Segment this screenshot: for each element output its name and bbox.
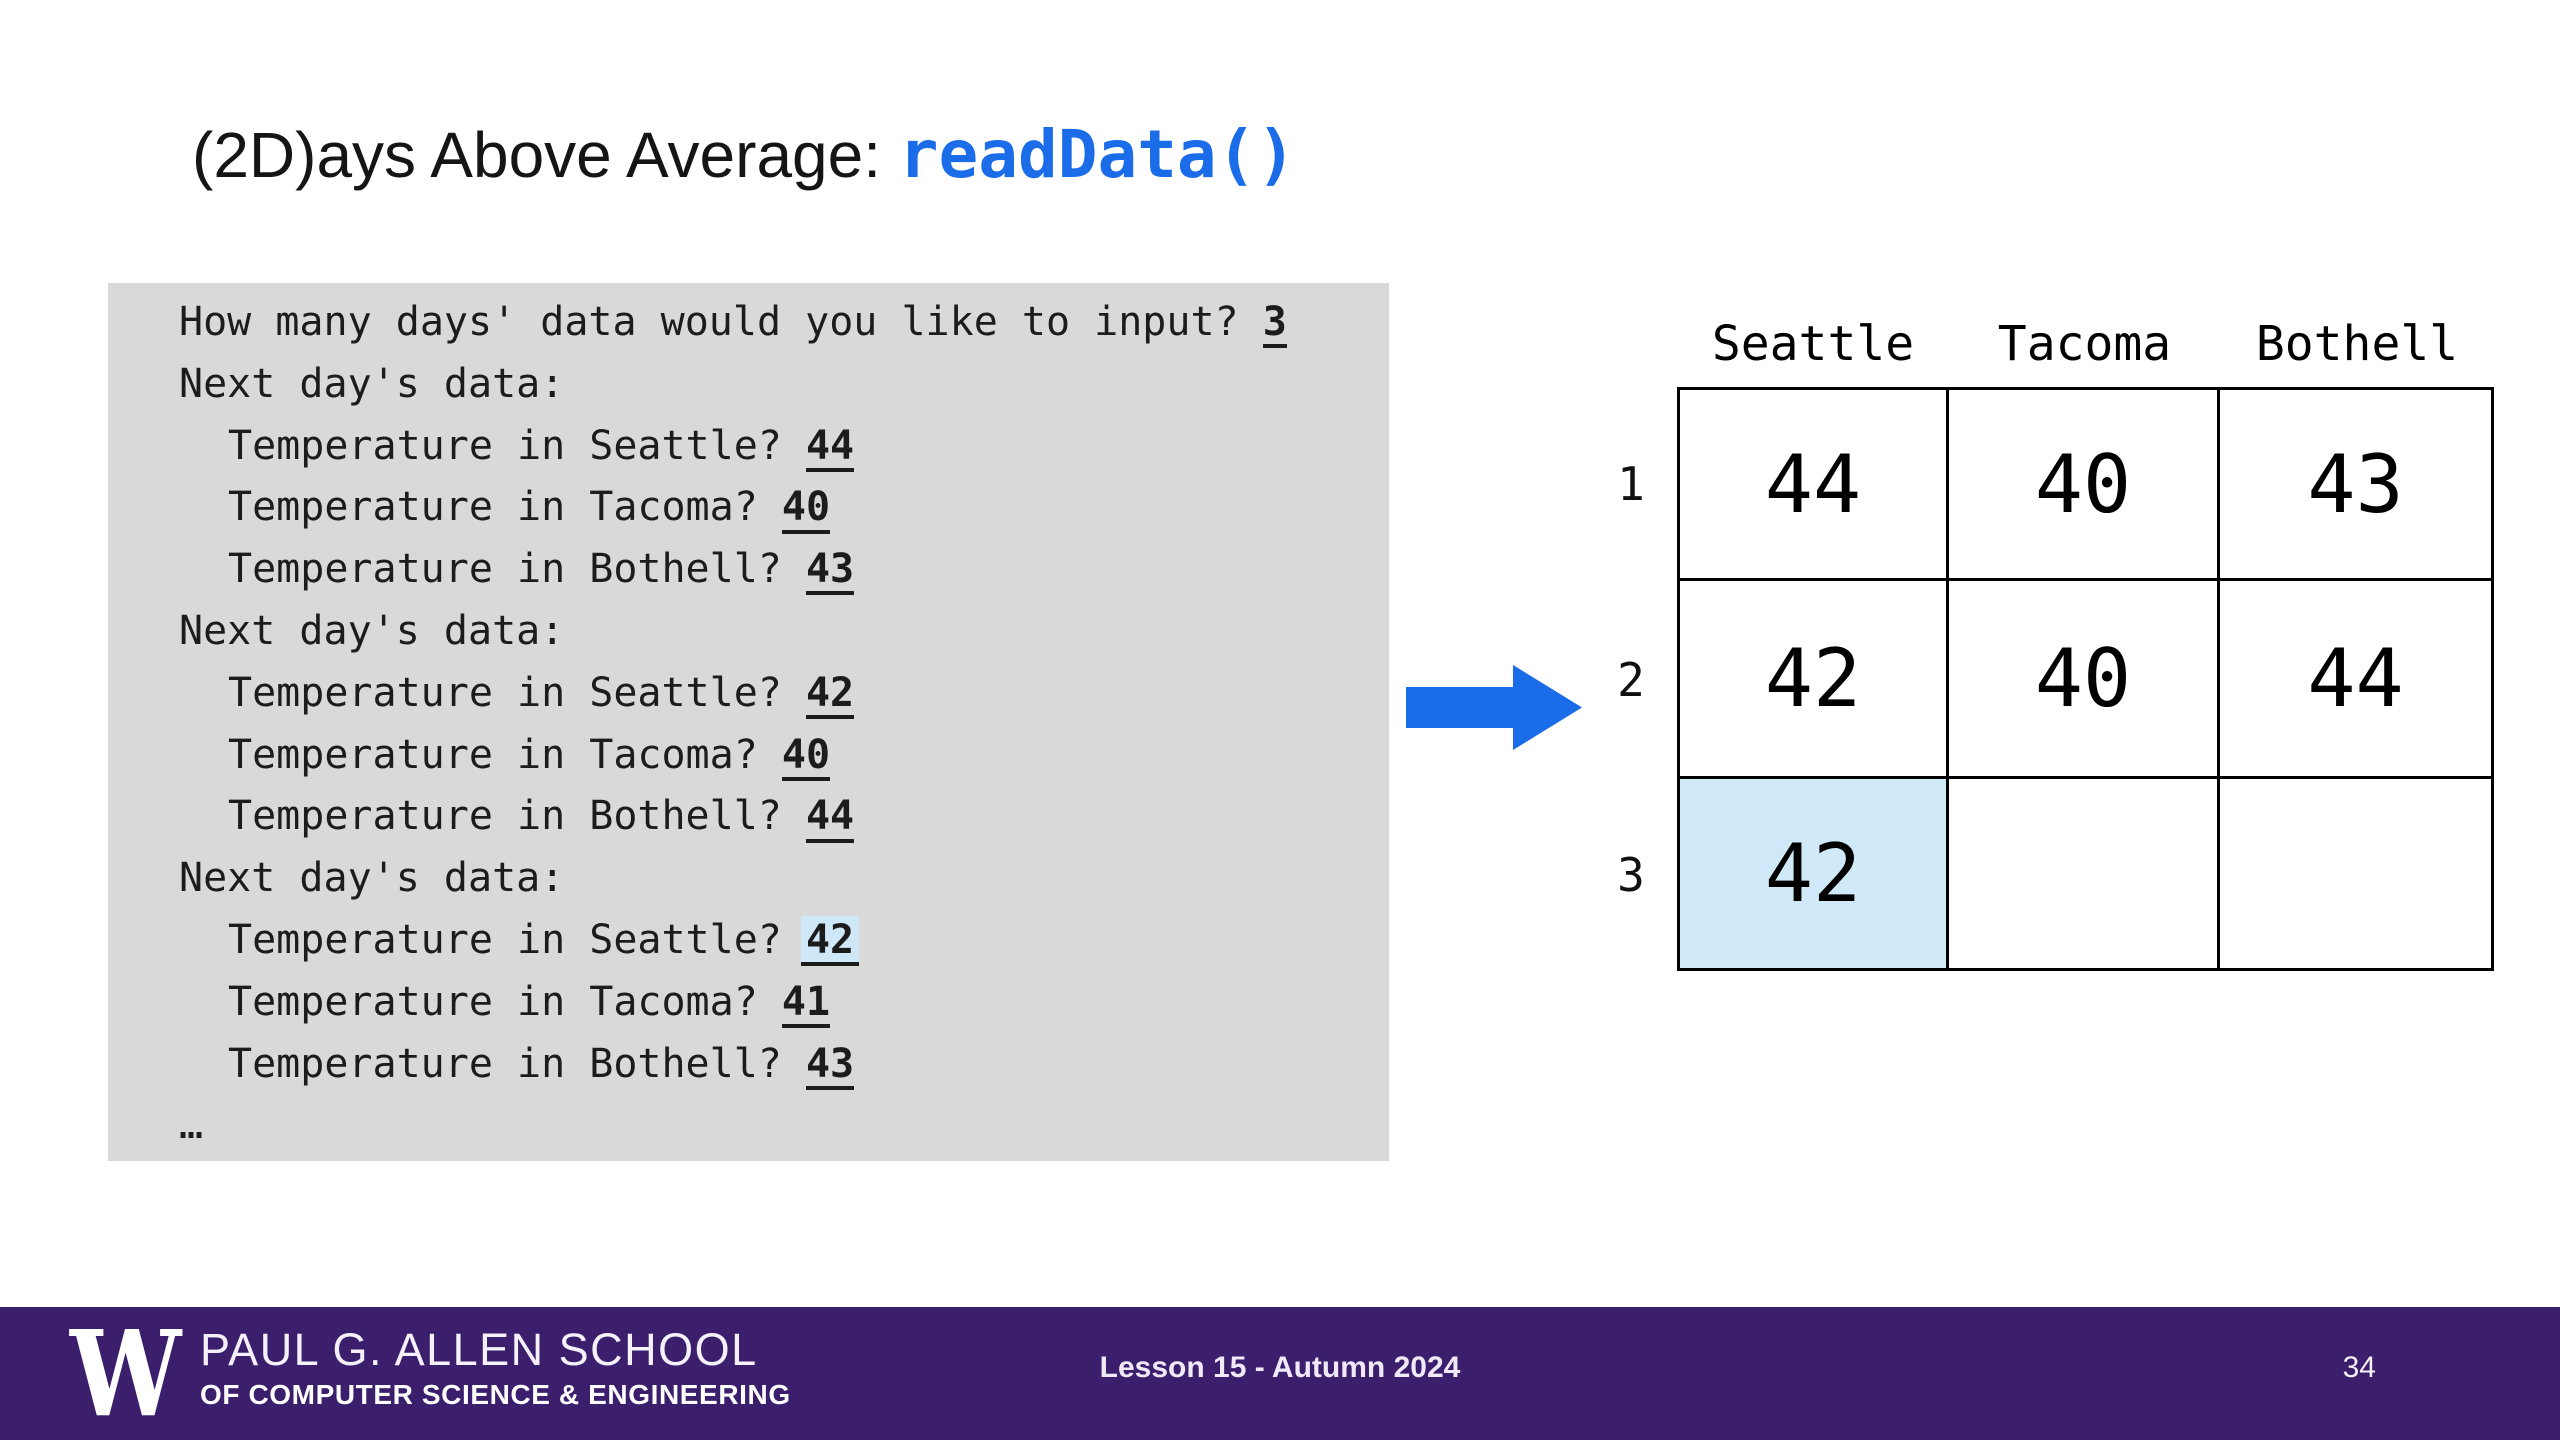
console-input-value: 40 [781, 733, 831, 781]
table-cell-2-bothell: 44 [2220, 581, 2494, 779]
console-line: Temperature in Bothell? 44 [179, 786, 1369, 848]
data-table: 44 40 43 42 40 44 42 [1677, 387, 2494, 971]
school-name: PAUL G. ALLEN SCHOOL OF COMPUTER SCIENCE… [200, 1322, 791, 1412]
console-prompt: Temperature in Seattle? [228, 422, 806, 469]
uw-logo: W [70, 1304, 182, 1440]
col-header-tacoma: Tacoma [1997, 316, 2172, 372]
console-line: Temperature in Bothell? 43 [179, 539, 1369, 601]
console-input-value: 43 [805, 1042, 855, 1090]
console-prompt: Next day's data: [179, 607, 565, 654]
console-line: … [179, 1095, 1369, 1157]
table-row-labels: 1 2 3 [1585, 387, 1677, 971]
console-prompt: Temperature in Tacoma? [228, 731, 782, 778]
console-line: How many days' data would you like to in… [179, 292, 1369, 354]
console-line: Next day's data: [179, 601, 1369, 663]
table-column-headers: Seattle Tacoma Bothell [1677, 316, 2494, 372]
table-cell-2-tacoma: 40 [1949, 581, 2220, 779]
table-cell-2-seattle: 42 [1677, 581, 1949, 779]
console-input-value: 41 [781, 980, 831, 1028]
school-name-line1: PAUL G. ALLEN SCHOOL [200, 1324, 758, 1375]
school-name-line2: OF COMPUTER SCIENCE & ENGINEERING [200, 1379, 791, 1410]
table-cell-1-bothell: 43 [2220, 387, 2494, 581]
console-line: Next day's data: [179, 354, 1369, 416]
console-input-value: 44 [805, 795, 855, 843]
row-label-1: 1 [1617, 457, 1645, 511]
console-input-value: 43 [805, 548, 855, 596]
footer-bar: W PAUL G. ALLEN SCHOOL OF COMPUTER SCIEN… [0, 1307, 2560, 1440]
table-cell-1-seattle: 44 [1677, 387, 1949, 581]
page-title: (2D)ays Above Average: readData() [192, 116, 1296, 193]
table-cell-3-bothell [2220, 779, 2494, 971]
console-prompt: Temperature in Tacoma? [228, 484, 782, 531]
col-header-seattle: Seattle [1711, 316, 1915, 372]
console-input-value-highlighted: 42 [800, 915, 860, 967]
console-prompt: Next day's data: [179, 855, 565, 902]
console-line: Temperature in Seattle? 42 [179, 663, 1369, 725]
arrow-right-icon [1406, 665, 1582, 750]
console-input-value: 42 [805, 671, 855, 719]
title-code-text: readData() [898, 116, 1297, 193]
console-line: Next day's data: [179, 848, 1369, 910]
console-prompt: Temperature in Bothell? [228, 793, 806, 840]
console-line: Temperature in Seattle? 42 [179, 910, 1369, 972]
console-input-value: 3 [1262, 300, 1287, 349]
console-line: Temperature in Tacoma? 40 [179, 725, 1369, 787]
console-prompt: Temperature in Bothell? [228, 1040, 806, 1087]
lesson-label: Lesson 15 - Autumn 2024 [1099, 1351, 1461, 1384]
table-cell-3-tacoma [1949, 779, 2220, 971]
console-prompt: Temperature in Bothell? [228, 546, 806, 593]
console-input-value: 44 [805, 424, 855, 472]
console-line: Temperature in Bothell? 43 [179, 1034, 1369, 1096]
console-input-value: 40 [781, 486, 831, 534]
console-prompt: Temperature in Seattle? [228, 916, 806, 963]
table-cell-3-seattle-highlighted: 42 [1677, 779, 1949, 971]
row-label-2: 2 [1617, 653, 1645, 707]
console-prompt: Next day's data: [179, 360, 565, 407]
console-line: Temperature in Tacoma? 40 [179, 477, 1369, 539]
console-prompt: Temperature in Tacoma? [228, 978, 782, 1025]
console-prompt: How many days' data would you like to in… [179, 299, 1263, 345]
row-label-3: 3 [1617, 848, 1645, 902]
title-text: (2D)ays Above Average: [192, 119, 899, 191]
console-line: Temperature in Tacoma? 41 [179, 972, 1369, 1034]
console-line: Temperature in Seattle? 44 [179, 416, 1369, 478]
console-prompt: Temperature in Seattle? [228, 669, 806, 716]
page-number: 34 [2342, 1351, 2376, 1384]
console-ellipsis: … [179, 1102, 204, 1149]
col-header-bothell: Bothell [2255, 316, 2459, 372]
table-cell-1-tacoma: 40 [1949, 387, 2220, 581]
console-output-box: How many days' data would you like to in… [108, 283, 1389, 1161]
